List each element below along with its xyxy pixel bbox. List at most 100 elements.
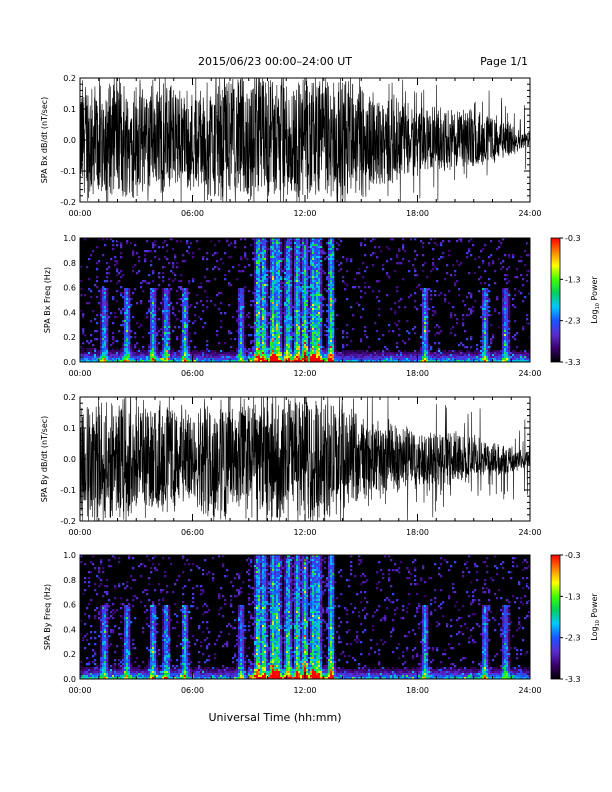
spectrogram-cell [310, 286, 313, 289]
spectrogram-cell [236, 358, 239, 361]
spectrogram-cell [302, 298, 305, 301]
spectrogram-cell [188, 334, 191, 337]
spectrogram-cell [266, 338, 269, 341]
spectrogram-cell [342, 344, 345, 347]
spectrogram-cell [500, 356, 503, 359]
spectrogram-cell [130, 346, 133, 349]
spectrogram-cell [124, 352, 127, 355]
spectrogram-cell [298, 344, 301, 347]
spectrogram-cell [258, 300, 261, 303]
spectrogram-cell [324, 252, 327, 255]
spectrogram-cell [254, 344, 257, 347]
spectrogram-cell [184, 350, 187, 353]
spectrogram-cell [320, 314, 323, 317]
spectrogram-cell [280, 296, 283, 299]
spectrogram-cell [328, 256, 331, 259]
spectrogram-cell [102, 344, 105, 347]
spectrogram-cell [242, 330, 245, 333]
spectrogram-cell [126, 360, 129, 363]
spectrogram-cell [352, 352, 355, 355]
spectrogram-cell [202, 350, 205, 353]
spectrogram-cell [330, 240, 333, 243]
spectrogram-cell [332, 304, 335, 307]
spectrogram-cell [176, 290, 179, 293]
spectrogram-cell [370, 254, 373, 257]
spectrogram-cell [284, 336, 287, 339]
spectrogram-cell [454, 352, 457, 355]
spectrogram-cell [228, 284, 231, 287]
spectrogram-cell [320, 256, 323, 259]
spectrogram-cell [322, 248, 325, 251]
spectrogram-cell [242, 302, 245, 305]
spectrogram-cell [284, 312, 287, 315]
spectrogram-cell [316, 244, 319, 247]
spectrogram-cell [182, 304, 185, 307]
spectrogram-cell [86, 266, 89, 269]
spectrogram-cell [80, 350, 83, 353]
spectrogram-cell [296, 274, 299, 277]
spectrogram-cell [386, 360, 389, 363]
spectrogram-cell [320, 356, 323, 359]
spectrogram-cell [142, 358, 145, 361]
spectrogram-cell [288, 316, 291, 319]
spectrogram-cell [270, 264, 273, 267]
spectrogram-cell [502, 290, 505, 293]
spectrogram-cell [266, 272, 269, 275]
spectrogram-cell [126, 294, 129, 297]
spectrogram-cell [104, 296, 107, 299]
spectrogram-cell [250, 358, 253, 361]
spectrogram-cell [104, 288, 107, 291]
spectrogram-cell [328, 274, 331, 277]
spectrogram-cell [154, 308, 157, 311]
spectrogram-cell [306, 240, 309, 243]
spectrogram-cell [148, 348, 151, 351]
spectrogram-cell [274, 302, 277, 305]
spectrogram-cell [182, 360, 185, 363]
spectrogram-cell [286, 256, 289, 259]
spectrogram-cell [346, 350, 349, 353]
spectrogram-cell [290, 292, 293, 295]
spectrogram-cell [258, 338, 261, 341]
spectrogram-cell [298, 296, 301, 299]
spectrogram-cell [186, 360, 189, 363]
spectrogram-cell [152, 308, 155, 311]
spectrogram-cell [332, 302, 335, 305]
spectrogram-cell [244, 302, 247, 305]
spectrogram-cell [264, 238, 267, 241]
spectrogram-cell [120, 256, 123, 259]
spectrogram-cell [286, 318, 289, 321]
spectrogram-cell [304, 296, 307, 299]
spectrogram-cell [348, 360, 351, 363]
spectrogram-cell [162, 288, 165, 291]
spectrogram-cell [364, 282, 367, 285]
spectrogram-cell [144, 254, 147, 257]
spectrogram-cell [480, 354, 483, 357]
spectrogram-cell [294, 286, 297, 289]
spectrogram-cell [142, 352, 145, 355]
spectrogram-cell [352, 286, 355, 289]
spectrogram-cell [82, 342, 85, 345]
spectrogram-cell [456, 240, 459, 243]
spectrogram-cell [314, 354, 317, 357]
spectrogram-cell [92, 344, 95, 347]
spectrogram-cell [422, 246, 425, 249]
spectrogram-cell [236, 330, 239, 333]
spectrogram-cell [186, 306, 189, 309]
spectrogram-cell [266, 254, 269, 257]
spectrogram-cell [334, 340, 337, 343]
spectrogram-cell [96, 314, 99, 317]
spectrogram-cell [314, 246, 317, 249]
spectrogram-cell [260, 342, 263, 345]
spectrogram-cell [478, 360, 481, 363]
spectrogram-cell [290, 268, 293, 271]
spectrogram-cell [322, 358, 325, 361]
spectrogram-cell [262, 350, 265, 353]
spectrogram-cell [86, 350, 89, 353]
spectrogram-cell [106, 292, 109, 295]
spectrogram-cell [196, 350, 199, 353]
spectrogram-cell [262, 348, 265, 351]
spectrogram-cell [260, 344, 263, 347]
spectrogram-cell [134, 264, 137, 267]
spectrogram-cell [300, 252, 303, 255]
spectrogram-cell [318, 346, 321, 349]
